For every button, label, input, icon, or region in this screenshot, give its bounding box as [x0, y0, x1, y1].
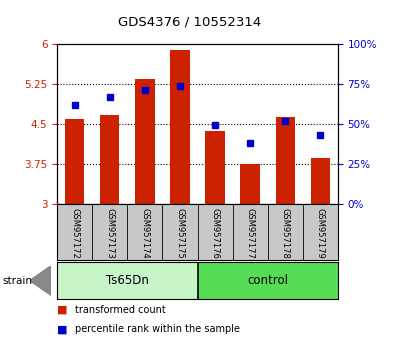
Text: GSM957172: GSM957172 — [70, 208, 79, 259]
Bar — [198, 262, 338, 299]
Text: GSM957175: GSM957175 — [175, 208, 184, 259]
Text: control: control — [247, 274, 288, 287]
Bar — [241, 164, 260, 204]
Bar — [65, 119, 85, 204]
Text: GSM957173: GSM957173 — [105, 208, 115, 259]
Text: GSM957177: GSM957177 — [246, 208, 255, 259]
Text: ■: ■ — [57, 324, 68, 334]
Bar — [100, 115, 120, 204]
Text: Ts65Dn: Ts65Dn — [106, 274, 149, 287]
Polygon shape — [30, 266, 51, 296]
Text: transformed count: transformed count — [75, 305, 166, 315]
Bar — [135, 79, 154, 204]
Text: GDS4376 / 10552314: GDS4376 / 10552314 — [118, 16, 261, 29]
Text: strain: strain — [2, 275, 32, 286]
Bar — [310, 159, 330, 204]
Text: GSM957178: GSM957178 — [280, 208, 290, 259]
Bar — [57, 262, 198, 299]
Bar — [170, 50, 190, 204]
Text: ■: ■ — [57, 305, 68, 315]
Bar — [205, 131, 225, 204]
Text: percentile rank within the sample: percentile rank within the sample — [75, 324, 240, 334]
Text: GSM957179: GSM957179 — [316, 208, 325, 259]
Text: GSM957174: GSM957174 — [140, 208, 149, 259]
Text: GSM957176: GSM957176 — [211, 208, 220, 259]
Bar — [275, 117, 295, 204]
